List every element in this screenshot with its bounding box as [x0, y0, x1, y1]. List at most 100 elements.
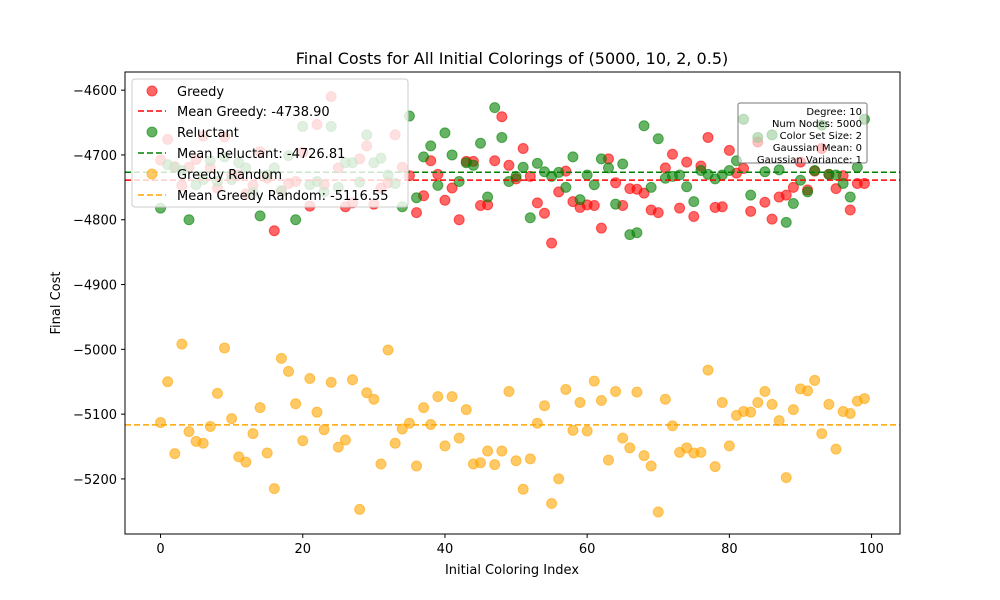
- point-greedy: [517, 142, 529, 154]
- plot-frame: [124, 71, 901, 535]
- x-tick-label: 40: [437, 542, 454, 557]
- point-greedy-random: [347, 374, 359, 386]
- point-greedy-random: [211, 387, 223, 399]
- point-reluctant: [631, 227, 643, 239]
- point-reluctant: [602, 162, 614, 174]
- legend-label-greedy-random: Greedy Random: [177, 168, 282, 183]
- point-greedy-random: [780, 472, 792, 484]
- point-greedy-random: [773, 415, 785, 427]
- point-greedy-random: [332, 441, 344, 453]
- point-greedy-random: [524, 453, 536, 465]
- point-greedy-random: [567, 424, 579, 436]
- point-greedy-random: [496, 445, 508, 457]
- point-greedy-random: [823, 398, 835, 410]
- point-greedy-random: [403, 417, 415, 429]
- point-greedy-random: [275, 352, 287, 364]
- point-reluctant: [574, 194, 586, 206]
- point-greedy-random: [183, 426, 195, 438]
- point-greedy-random: [517, 483, 529, 495]
- legend-marker-greedy-random: [146, 168, 158, 180]
- point-reluctant: [496, 131, 508, 143]
- point-greedy-random: [418, 402, 430, 414]
- point-greedy: [688, 210, 700, 222]
- point-greedy-random: [297, 435, 309, 447]
- point-reluctant: [475, 137, 487, 149]
- x-axis: 0 20 40 60 80 100: [156, 534, 884, 557]
- point-reluctant: [787, 198, 799, 210]
- y-tick-label: −5200: [73, 473, 117, 488]
- point-reluctant: [773, 164, 785, 176]
- point-greedy-random: [574, 396, 586, 408]
- point-greedy-random: [830, 443, 842, 455]
- point-reluctant: [837, 177, 849, 189]
- point-reluctant: [723, 164, 735, 176]
- annotation-line-color-set-size: Color Set Size: 2: [780, 131, 862, 142]
- point-greedy-random: [766, 398, 778, 410]
- point-greedy-random: [787, 404, 799, 416]
- point-greedy-random: [638, 450, 650, 462]
- point-greedy-random: [219, 342, 231, 354]
- point-greedy-random: [382, 344, 394, 356]
- point-greedy-random: [723, 440, 735, 452]
- point-greedy: [716, 201, 728, 213]
- point-greedy: [759, 196, 771, 208]
- point-greedy-random: [304, 372, 316, 384]
- annotation-line-gaussian-mean: Gaussian Mean: 0: [773, 143, 862, 154]
- point-reluctant: [418, 151, 430, 163]
- point-greedy-random: [752, 396, 764, 408]
- legend-label-greedy: Greedy: [177, 85, 224, 100]
- y-tick-label: −4800: [73, 214, 117, 229]
- point-greedy: [411, 207, 423, 219]
- x-tick-label: 60: [579, 542, 596, 557]
- point-greedy: [595, 222, 607, 234]
- x-tick-label: 20: [294, 542, 311, 557]
- point-reluctant: [411, 192, 423, 204]
- point-reluctant: [510, 170, 522, 182]
- point-greedy-random: [489, 459, 501, 471]
- point-greedy: [738, 163, 750, 175]
- point-reluctant: [183, 214, 195, 226]
- point-reluctant: [745, 189, 757, 201]
- point-greedy-random: [261, 447, 273, 459]
- point-reluctant: [638, 120, 650, 132]
- point-reluctant: [595, 153, 607, 165]
- point-greedy: [538, 207, 550, 219]
- point-greedy-random: [595, 395, 607, 407]
- point-reluctant: [524, 212, 536, 224]
- point-greedy-random: [169, 448, 181, 460]
- point-greedy-random: [460, 404, 472, 416]
- point-greedy-random: [361, 387, 373, 399]
- annotation-line-num-nodes: Num Nodes: 5000: [772, 119, 862, 130]
- y-tick-label: −5100: [73, 408, 117, 423]
- point-greedy: [674, 202, 686, 214]
- x-tick-label: 100: [859, 542, 884, 557]
- point-greedy-random: [809, 374, 821, 386]
- point-reluctant: [830, 169, 842, 181]
- point-reluctant: [588, 179, 600, 191]
- legend-marker-greedy: [146, 85, 158, 97]
- point-greedy-random: [546, 498, 558, 510]
- point-greedy: [453, 214, 465, 226]
- point-greedy-random: [311, 406, 323, 418]
- point-reluctant: [254, 210, 266, 222]
- point-greedy-random: [162, 376, 174, 388]
- point-greedy-random: [375, 458, 387, 470]
- point-greedy-random: [482, 445, 494, 457]
- legend-box: [131, 78, 409, 208]
- point-greedy-random: [538, 400, 550, 412]
- point-greedy: [652, 207, 664, 219]
- point-greedy: [681, 156, 693, 168]
- point-greedy-random: [659, 393, 671, 405]
- legend-label-mean-reluctant: Mean Reluctant: -4726.81: [177, 147, 345, 162]
- point-greedy: [432, 168, 444, 180]
- point-greedy: [588, 199, 600, 211]
- point-greedy-random: [617, 432, 629, 444]
- point-greedy-random: [602, 454, 614, 466]
- point-greedy-random: [446, 391, 458, 403]
- point-greedy-random: [759, 385, 771, 397]
- legend-label-reluctant: Reluctant: [177, 126, 239, 141]
- point-greedy: [858, 177, 870, 189]
- point-reluctant: [581, 169, 593, 181]
- point-greedy-random: [411, 460, 423, 472]
